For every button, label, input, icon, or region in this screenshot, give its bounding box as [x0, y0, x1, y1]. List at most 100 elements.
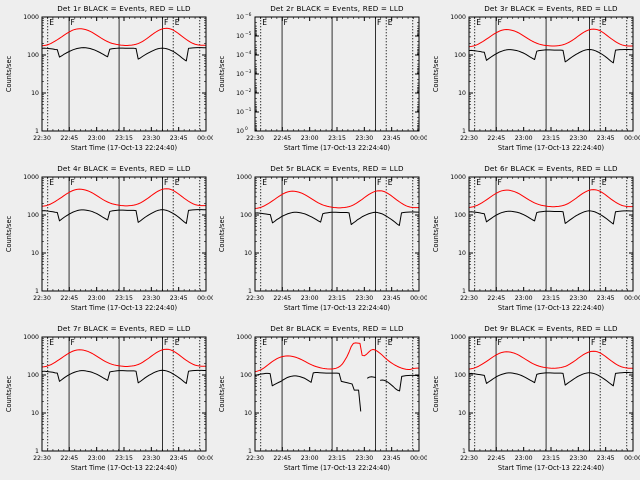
x-axis-label: Start Time (17-Oct-13 22:24:40) — [498, 464, 604, 472]
x-tick-label: 23:00 — [514, 135, 532, 142]
series-line — [41, 209, 206, 224]
event-marker-label: E — [601, 338, 606, 347]
panel-title: Det 5r BLACK = Events, RED = LLD — [271, 164, 405, 173]
y-tick-label: 10 — [236, 109, 244, 116]
y-tick-label: 1000 — [23, 334, 39, 341]
panel-title: Det 6r BLACK = Events, RED = LLD — [484, 164, 618, 173]
y-tick-label: 100 — [454, 212, 466, 219]
series-line — [255, 211, 420, 226]
event-marker-label: E — [175, 18, 180, 27]
y-tick-label: 10 — [244, 250, 252, 257]
x-tick-label: 23:30 — [569, 455, 587, 462]
x-tick-label: 23:00 — [88, 455, 106, 462]
y-tick-exponent: −6 — [245, 12, 252, 18]
y-tick-label: 1000 — [450, 174, 466, 181]
x-tick-label: 22:30 — [460, 135, 478, 142]
series-line — [255, 190, 420, 210]
event-marker-label: F — [497, 18, 501, 27]
series-line — [41, 369, 206, 384]
series-line — [255, 342, 420, 373]
x-tick-label: 22:45 — [274, 455, 292, 462]
x-tick-label: 22:30 — [460, 455, 478, 462]
x-tick-label: 23:00 — [514, 455, 532, 462]
x-tick-label: 23:30 — [356, 295, 374, 302]
x-tick-label: 22:30 — [460, 295, 478, 302]
x-tick-label: 22:45 — [60, 455, 78, 462]
x-tick-label: 23:15 — [328, 295, 346, 302]
y-tick-label: 10 — [31, 90, 39, 97]
chart-panel-9: Det 9r BLACK = Events, RED = LLD E F F E 1 10 1… — [426, 320, 640, 480]
y-tick-label: 1 — [462, 128, 466, 135]
y-tick-label: 10 — [458, 410, 466, 417]
y-tick-exponent: −2 — [245, 88, 252, 94]
event-marker-label: F — [284, 18, 288, 27]
x-axis-label: Start Time (17-Oct-13 22:24:40) — [284, 304, 390, 312]
y-tick-label: 10 — [31, 250, 39, 257]
x-tick-label: 22:45 — [487, 455, 505, 462]
x-axis-label: Start Time (17-Oct-13 22:24:40) — [498, 304, 604, 312]
panel-title: Det 3r BLACK = Events, RED = LLD — [484, 4, 618, 13]
x-tick-label: 23:00 — [88, 295, 106, 302]
y-tick-label: 10 — [458, 90, 466, 97]
series-line — [41, 47, 206, 62]
x-tick-label: 23:15 — [542, 455, 560, 462]
x-tick-label: 22:30 — [246, 455, 264, 462]
event-marker-label: F — [591, 338, 595, 347]
x-axis-label: Start Time (17-Oct-13 22:24:40) — [498, 144, 604, 152]
y-tick-label: 1000 — [450, 14, 466, 21]
y-tick-label: 1 — [462, 288, 466, 295]
event-marker-label: F — [497, 338, 501, 347]
x-tick-label: 22:45 — [274, 295, 292, 302]
series-line — [41, 27, 206, 47]
y-tick-label: 1000 — [237, 334, 253, 341]
panel-title: Det 1r BLACK = Events, RED = LLD — [57, 4, 191, 13]
x-tick-label: 22:30 — [33, 295, 51, 302]
y-axis-label: Counts/sec — [5, 55, 13, 92]
event-marker-label: F — [591, 178, 595, 187]
y-tick-label: 10 — [236, 52, 244, 59]
event-marker-label: F — [591, 18, 595, 27]
x-tick-label: 22:45 — [274, 135, 292, 142]
x-axis-label: Start Time (17-Oct-13 22:24:40) — [284, 464, 390, 472]
x-tick-label: 23:00 — [514, 295, 532, 302]
x-tick-label: 23:15 — [115, 455, 133, 462]
x-tick-label: 00:00 — [410, 135, 426, 142]
x-tick-label: 23:30 — [142, 455, 160, 462]
x-tick-label: 00:00 — [624, 295, 640, 302]
event-marker-label: F — [71, 18, 75, 27]
event-marker-label: E — [49, 338, 54, 347]
series-line — [255, 372, 420, 412]
event-marker-label: F — [377, 338, 381, 347]
series-line — [468, 189, 633, 208]
series-line — [468, 350, 633, 370]
y-tick-label: 100 — [27, 212, 39, 219]
y-axis-label: Counts/sec — [5, 375, 13, 412]
x-tick-label: 23:30 — [142, 135, 160, 142]
y-tick-exponent: −4 — [245, 50, 252, 56]
x-tick-label: 23:45 — [383, 295, 401, 302]
x-tick-label: 23:30 — [569, 295, 587, 302]
x-tick-label: 23:00 — [301, 295, 319, 302]
event-marker-label: E — [476, 178, 481, 187]
y-tick-label: 1 — [35, 448, 39, 455]
x-tick-label: 22:30 — [33, 135, 51, 142]
x-tick-label: 23:30 — [356, 135, 374, 142]
event-marker-label: F — [164, 178, 168, 187]
x-tick-label: 23:30 — [569, 135, 587, 142]
x-tick-label: 22:30 — [33, 455, 51, 462]
y-tick-label: 1000 — [23, 14, 39, 21]
event-marker-label: E — [388, 178, 393, 187]
x-axis-label: Start Time (17-Oct-13 22:24:40) — [71, 304, 177, 312]
x-tick-label: 00:00 — [197, 135, 213, 142]
panel-title: Det 8r BLACK = Events, RED = LLD — [271, 324, 405, 333]
x-tick-label: 23:45 — [383, 135, 401, 142]
chart-panel-4: Det 4r BLACK = Events, RED = LLD E F F E 1 10 1… — [0, 160, 214, 320]
y-axis-label: Counts/sec — [218, 375, 226, 412]
x-tick-label: 23:30 — [356, 455, 374, 462]
x-tick-label: 23:15 — [115, 295, 133, 302]
chart-panel-5: Det 5r BLACK = Events, RED = LLD E F F E 1 10 1… — [213, 160, 427, 320]
event-marker-label: F — [284, 338, 288, 347]
event-marker-label: E — [263, 338, 268, 347]
x-axis-label: Start Time (17-Oct-13 22:24:40) — [284, 144, 390, 152]
x-tick-label: 23:15 — [328, 455, 346, 462]
